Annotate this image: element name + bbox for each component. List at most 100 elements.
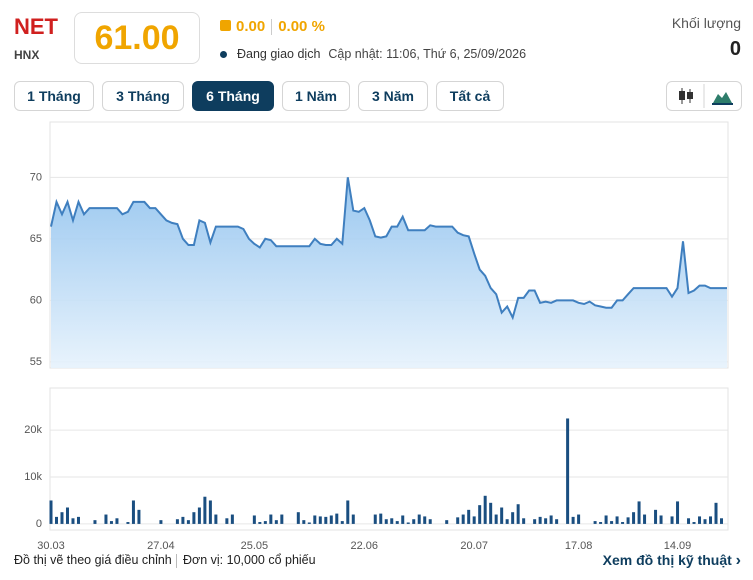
- range-button[interactable]: Tất cả: [436, 81, 504, 111]
- range-button[interactable]: 3 Tháng: [102, 81, 184, 111]
- x-tick-label: 25.05: [241, 540, 269, 552]
- chart-type-toggle[interactable]: [666, 81, 742, 111]
- volume-bar: [373, 514, 377, 524]
- volume-bar: [577, 514, 581, 524]
- volume-bar: [676, 501, 680, 524]
- y-tick-label: 20k: [24, 424, 42, 436]
- volume-bar: [632, 512, 636, 524]
- y-tick-label: 65: [30, 233, 42, 245]
- volume-bar: [203, 496, 207, 524]
- volume-bar: [703, 519, 707, 524]
- volume-bar: [423, 516, 427, 524]
- volume-bar: [225, 518, 229, 524]
- volume-bar: [522, 518, 526, 524]
- price-line: [50, 177, 727, 321]
- volume-bar: [384, 519, 388, 524]
- volume-bar: [274, 520, 278, 524]
- volume-bar: [494, 514, 498, 524]
- volume-bar: [76, 516, 80, 524]
- volume-bar: [593, 521, 597, 524]
- volume-bar: [93, 520, 97, 524]
- volume-bar: [159, 520, 163, 524]
- volume-bar: [571, 516, 575, 524]
- volume-bar: [131, 500, 135, 524]
- volume-bar: [566, 418, 570, 524]
- volume-bar: [269, 514, 273, 524]
- volume-bar: [428, 519, 432, 524]
- volume-bar: [615, 516, 619, 524]
- area-icon[interactable]: [713, 92, 732, 103]
- volume-bar: [109, 521, 113, 524]
- x-tick-label: 27.04: [147, 540, 175, 552]
- footer-separator: [176, 554, 177, 568]
- updated: Cập nhật: 11:06, Thứ 6, 25/09/2026: [328, 47, 527, 61]
- volume-bar: [302, 520, 306, 524]
- volume-bar: [445, 520, 449, 524]
- candle-icon[interactable]: [687, 92, 693, 99]
- change: 0.00: [236, 18, 266, 35]
- volume-bar: [208, 500, 212, 524]
- volume-bar: [456, 517, 460, 524]
- volume-bar: [54, 516, 58, 524]
- volume-bar: [324, 516, 328, 524]
- volume-bar: [401, 515, 405, 524]
- volume-bar: [71, 518, 75, 524]
- volume-bar: [467, 509, 471, 524]
- x-tick-label: 14.09: [664, 540, 692, 552]
- volume-bar: [346, 500, 350, 524]
- volume-bar: [687, 518, 691, 524]
- y-tick-label: 55: [30, 356, 42, 368]
- status-row: Đang giao dịch Cập nhật: 11:06, Thứ 6, 25…: [220, 47, 526, 61]
- range-button[interactable]: 1 Tháng: [14, 81, 94, 111]
- volume-bar: [186, 520, 190, 524]
- technical-link[interactable]: Xem đồ thị kỹ thuật ›: [602, 552, 741, 569]
- panel-frame: [49, 121, 729, 369]
- volume-bar: [214, 514, 218, 524]
- volume-bar: [137, 509, 141, 524]
- price: 61.00: [74, 12, 200, 64]
- volume-bar: [65, 507, 69, 524]
- volume-bar: [192, 512, 196, 524]
- range-button[interactable]: 1 Năm: [282, 81, 350, 111]
- volume-bar: [472, 516, 476, 524]
- x-tick-label: 20.07: [460, 540, 488, 552]
- volume-bar: [500, 507, 504, 524]
- range-button[interactable]: 6 Tháng: [192, 81, 274, 111]
- volume-bar: [698, 516, 702, 524]
- footer-note: Đồ thị vẽ theo giá điều chỉnh: [14, 553, 172, 567]
- volume-bar: [483, 495, 487, 524]
- volume-bar: [412, 519, 416, 524]
- volume-bar: [197, 507, 201, 524]
- volume-bar: [406, 522, 410, 524]
- volume-bar: [126, 522, 130, 524]
- volume-bar: [329, 515, 333, 524]
- volume-bar: [296, 512, 300, 524]
- volume-bar: [313, 515, 317, 524]
- status: Đang giao dịch: [237, 47, 321, 61]
- volume-bar: [417, 514, 421, 524]
- volume-bar: [104, 514, 108, 524]
- volume-bar: [390, 518, 394, 524]
- y-tick-label: 60: [30, 294, 42, 306]
- x-tick-label: 22.06: [351, 540, 379, 552]
- volume-bar: [626, 517, 630, 524]
- volume-bar: [720, 518, 724, 524]
- volume-bar: [307, 522, 311, 524]
- volume-bar: [511, 512, 515, 524]
- exchange: HNX: [14, 48, 40, 62]
- change-pct: 0.00 %: [278, 18, 325, 35]
- volume-bar: [599, 522, 603, 524]
- volume-bar: [533, 519, 537, 524]
- candle-icon[interactable]: [679, 91, 685, 100]
- volume-bar: [654, 509, 658, 524]
- volume-bar: [555, 519, 559, 524]
- volume-bar: [181, 516, 185, 524]
- link-text[interactable]: Xem đồ thị kỹ thuật: [602, 552, 732, 568]
- volume-bar: [230, 514, 234, 524]
- range-button[interactable]: 3 Năm: [358, 81, 428, 111]
- x-tick-label: 30.03: [37, 540, 65, 552]
- volume-bar: [175, 519, 179, 524]
- volume-bar: [335, 513, 339, 524]
- volume-bar: [604, 515, 608, 524]
- volume-bar: [621, 522, 625, 524]
